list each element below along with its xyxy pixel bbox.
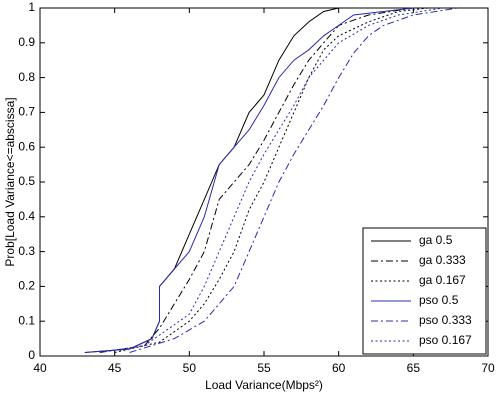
y-tick-label: 0.2 xyxy=(18,279,35,293)
legend-box xyxy=(362,227,487,355)
y-tick-label: 0.1 xyxy=(18,313,35,327)
y-tick-label: 0.8 xyxy=(18,70,35,84)
y-tick-label: 0.6 xyxy=(18,139,35,153)
y-tick-label: 0.3 xyxy=(18,244,35,258)
y-tick-label: 0.4 xyxy=(18,209,35,223)
y-tick-label: 0 xyxy=(28,348,35,362)
x-tick-label: 60 xyxy=(332,361,346,375)
y-tick-label: 0.7 xyxy=(18,105,35,119)
legend-label: pso 0.333 xyxy=(419,313,472,327)
series-line xyxy=(129,7,459,353)
y-tick-label: 1 xyxy=(28,0,35,14)
series-line xyxy=(84,7,414,353)
x-tick-label: 45 xyxy=(108,361,122,375)
legend-label: pso 0.167 xyxy=(419,333,472,347)
x-axis-label: Load Variance(Mbps²) xyxy=(205,378,323,392)
x-tick-label: 55 xyxy=(257,361,271,375)
series-line xyxy=(114,7,429,353)
x-tick-label: 70 xyxy=(481,361,495,375)
series-line xyxy=(99,7,414,353)
x-tick-label: 65 xyxy=(407,361,421,375)
y-axis-label: Prob[Load Variance<=abscissa] xyxy=(3,97,17,266)
legend-label: ga 0.167 xyxy=(419,273,466,287)
legend-label: ga 0.5 xyxy=(419,233,453,247)
legend-label: pso 0.5 xyxy=(419,293,459,307)
x-tick-label: 50 xyxy=(183,361,197,375)
legend-label: ga 0.333 xyxy=(419,253,466,267)
y-tick-label: 0.9 xyxy=(18,35,35,49)
y-tick-label: 0.5 xyxy=(18,174,35,188)
x-tick-label: 40 xyxy=(33,361,47,375)
